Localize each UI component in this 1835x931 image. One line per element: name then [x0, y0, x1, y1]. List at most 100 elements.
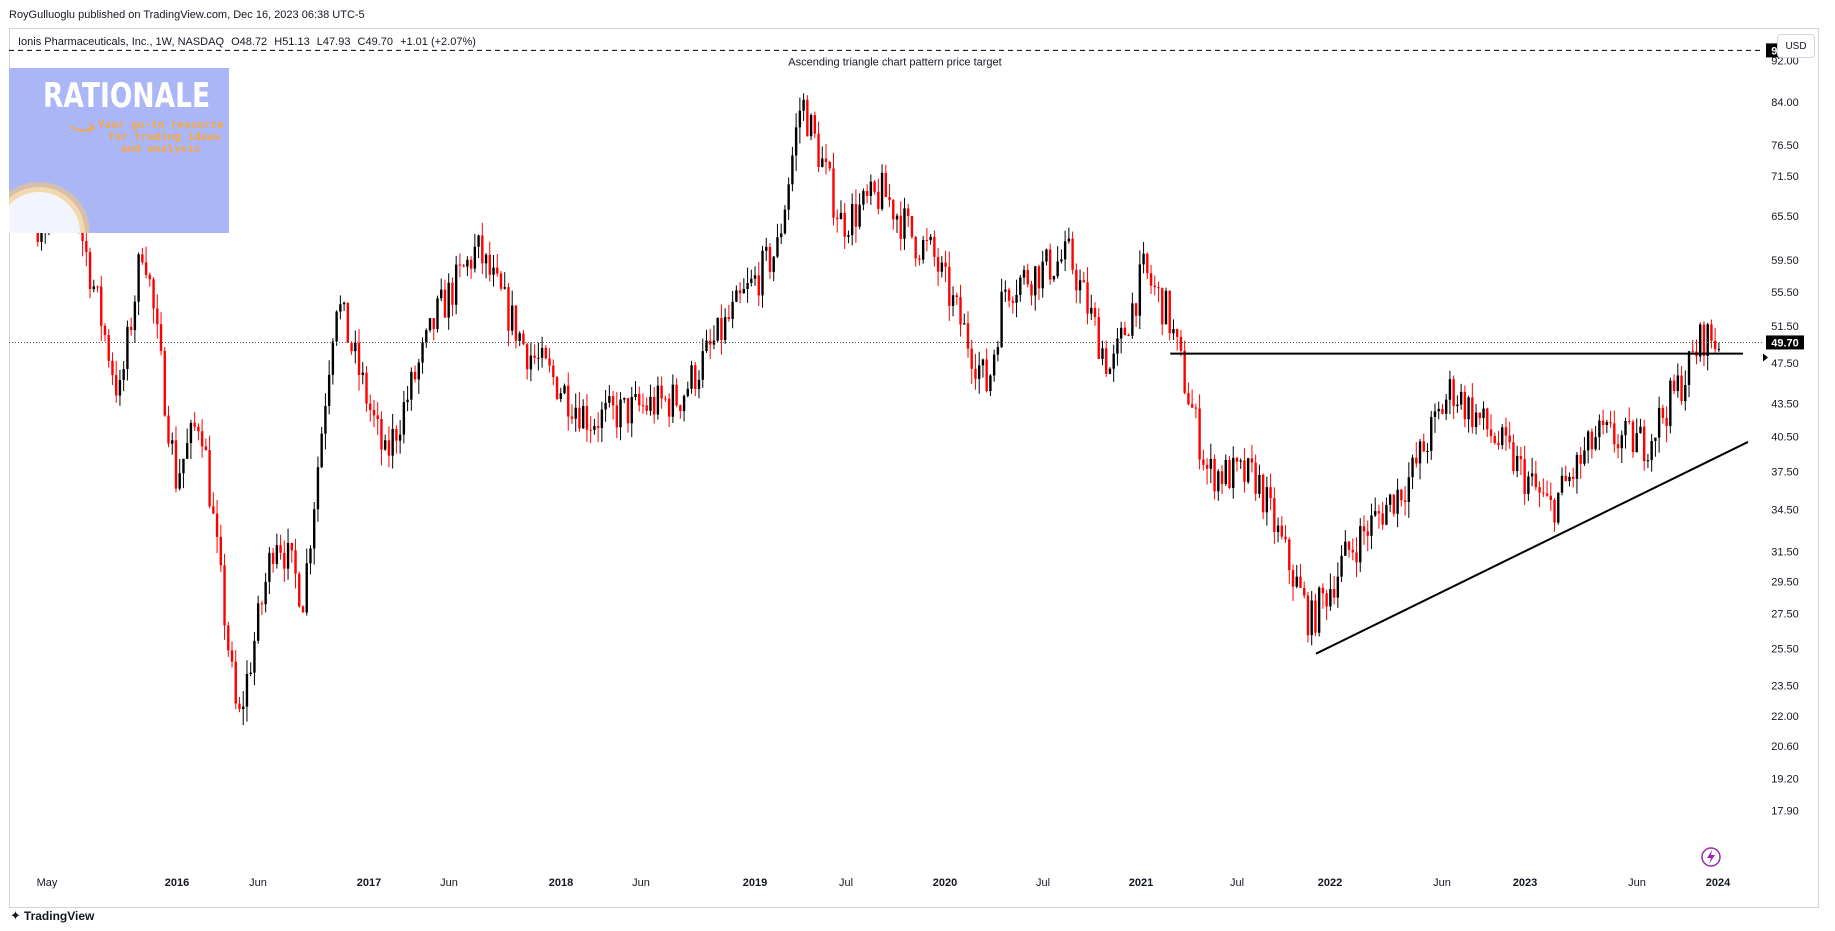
candle-body: [821, 158, 824, 168]
candle-body: [1631, 421, 1635, 453]
candle-body: [918, 258, 921, 260]
price-tick-label: 31.50: [1771, 546, 1799, 558]
candle-body: [1594, 437, 1597, 450]
tradingview-brand: TradingView: [23, 909, 95, 923]
candle-body: [1441, 408, 1444, 414]
candle-body: [1508, 435, 1511, 443]
high-value: H51.13: [274, 36, 310, 48]
candle-body: [298, 573, 301, 607]
candle-body: [313, 509, 316, 549]
candle-body: [1041, 261, 1044, 289]
candle-body: [548, 358, 551, 366]
candle-body: [100, 286, 103, 326]
price-tick-label: 37.50: [1771, 467, 1799, 479]
last-price-label: 49.70: [1771, 337, 1799, 349]
candle-body: [511, 305, 514, 331]
candle-body: [212, 506, 215, 514]
candle-body: [1175, 329, 1179, 337]
candle-body: [1676, 375, 1680, 391]
candle-body: [454, 264, 458, 305]
candle-body: [1702, 324, 1706, 356]
candle-body: [451, 282, 454, 305]
price-axis[interactable]: 92.00 84.00 76.50 71.50 65.50 59.50 55.50 51.50…: [1701, 43, 1804, 867]
candle-body: [709, 340, 712, 345]
candle-body: [85, 241, 88, 252]
candle-body: [1306, 595, 1310, 636]
candle-body: [249, 672, 252, 675]
symbol-legend[interactable]: Ionis Pharmaceuticals, Inc., 1W, NASDAQ …: [18, 36, 480, 48]
candle-body: [1542, 492, 1545, 494]
candle-body: [604, 402, 607, 410]
time-axis[interactable]: May 2016 Jun 2017 Jun 2018 Jun 2019 Jul 2020 Jul 20…: [37, 877, 1732, 889]
candle-body: [1377, 511, 1381, 514]
candle-body: [1329, 588, 1332, 607]
candle-body: [514, 305, 518, 341]
candle-body: [1351, 549, 1354, 553]
candle-body: [383, 440, 387, 450]
candle-body: [907, 208, 910, 217]
candle-body: [555, 377, 559, 399]
candle-body: [850, 204, 854, 236]
candle-body: [892, 200, 895, 220]
candle-body: [705, 340, 708, 352]
candle-body: [1560, 475, 1564, 493]
alert-bolt-icon[interactable]: [1701, 847, 1721, 867]
candle-body: [1482, 408, 1485, 419]
candle-body: [540, 347, 544, 358]
candle-body: [985, 359, 988, 392]
candle-body: [1000, 291, 1003, 348]
candle-body: [645, 405, 648, 411]
candle-body: [1011, 300, 1015, 303]
time-tick-label: 2017: [357, 877, 381, 889]
candle-body: [1459, 391, 1463, 405]
candle-body: [563, 385, 566, 394]
candle-body: [1426, 450, 1429, 452]
candle-body: [1493, 436, 1496, 443]
time-tick-label: 2018: [549, 877, 573, 889]
candle-body: [1646, 460, 1650, 462]
candle-body: [1557, 492, 1560, 523]
candle-body: [615, 405, 619, 428]
candle-body: [335, 311, 338, 342]
candle-body: [469, 259, 473, 269]
candle-body: [200, 431, 204, 447]
ascending-trendline[interactable]: [1315, 441, 1749, 655]
candle-body: [1642, 426, 1646, 462]
candle-body: [40, 231, 43, 242]
candle-body: [219, 536, 223, 566]
candle-body: [1362, 526, 1366, 532]
candle-body: [1616, 444, 1620, 449]
candle-body: [1650, 440, 1653, 461]
target-annotation-label: Ascending triangle chart pattern price t…: [788, 56, 1001, 68]
chart-frame: [9, 28, 1819, 908]
candle-body: [862, 190, 865, 205]
currency-button[interactable]: USD: [1777, 34, 1815, 58]
candle-body: [503, 287, 506, 289]
price-tick-label: 29.50: [1771, 576, 1799, 588]
candle-body: [970, 348, 973, 369]
candle-body: [1078, 280, 1082, 291]
price-tick-label: 59.50: [1771, 255, 1799, 267]
candle-body: [750, 278, 753, 283]
candle-body: [720, 317, 723, 341]
candle-body: [895, 215, 899, 220]
candle-body: [992, 354, 996, 376]
tradingview-footer-logo[interactable]: ✦ TradingView: [10, 908, 94, 924]
candle-body: [1325, 593, 1328, 607]
price-tick-label: 65.50: [1771, 211, 1799, 223]
candle-body: [290, 543, 293, 551]
candle-body: [948, 266, 951, 306]
candle-body: [1430, 416, 1433, 451]
candle-body: [417, 362, 421, 380]
candle-body: [1157, 287, 1160, 289]
candle-body: [1710, 324, 1713, 341]
candle-body: [847, 235, 850, 237]
candle-body: [589, 429, 592, 431]
candle-body: [1090, 307, 1093, 314]
candle-body: [1687, 351, 1691, 385]
candle-body: [765, 246, 768, 251]
candle-body: [832, 168, 835, 218]
candle-body: [1452, 379, 1455, 407]
candle-body: [391, 429, 394, 456]
